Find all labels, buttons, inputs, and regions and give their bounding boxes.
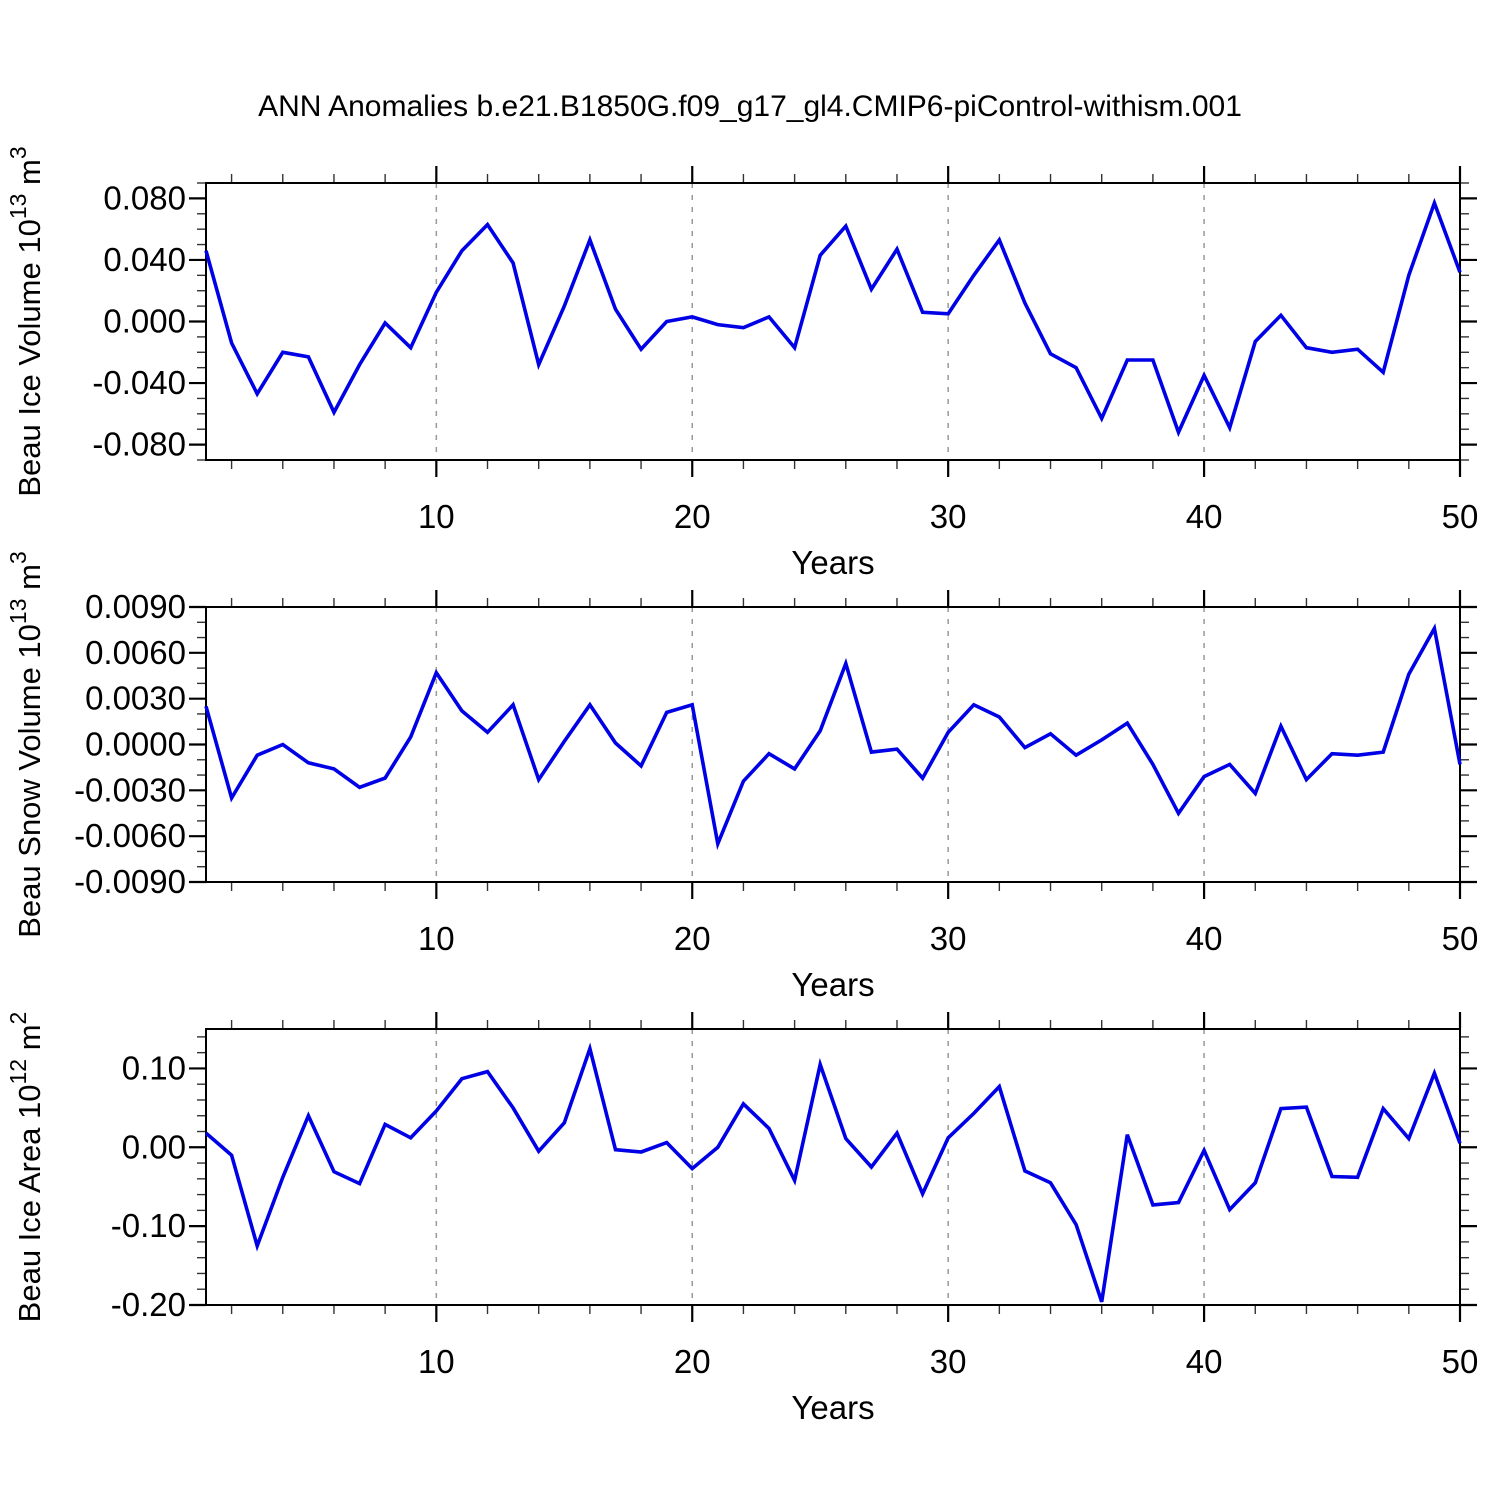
x-tick-label: 40 [1186, 920, 1223, 957]
y-tick-label: -0.0030 [74, 771, 186, 808]
plot-beau-snow-volume: 10 20 30 40 50 0.0090 0.0060 0.0030 0.0000 -0.003… [5, 551, 1478, 1003]
y-axis-title: Beau Ice Area 1012 m2 [5, 1012, 47, 1323]
plot-beau-ice-volume: 10 20 30 40 50 0.080 0.040 0.000 -0.040 -0.080 Yea… [5, 146, 1478, 581]
plot-frame [205, 606, 1461, 883]
x-tick-label: 40 [1186, 1343, 1223, 1380]
y-tick-label: -0.10 [111, 1207, 186, 1244]
x-tick-label: 10 [418, 920, 455, 957]
x-tick-label: 10 [418, 498, 455, 535]
y-tick-label: 0.0060 [85, 634, 186, 671]
y-tick-label: 0.0030 [85, 680, 186, 717]
beau-snow-volume-line [204, 623, 1462, 851]
beau-ice-volume-line [204, 197, 1462, 438]
y-tick-label: 0.000 [103, 303, 186, 340]
x-tick-label: 50 [1442, 1343, 1479, 1380]
plot-frame [205, 182, 1461, 461]
x-tick-label: 30 [930, 920, 967, 957]
x-axis-title: Years [791, 966, 874, 1003]
x-tick-label: 10 [418, 1343, 455, 1380]
x-tick-label: 20 [674, 1343, 711, 1380]
y-tick-label: 0.10 [122, 1049, 186, 1086]
x-tick-label: 20 [674, 920, 711, 957]
y-tick-label: -0.0060 [74, 817, 186, 854]
y-tick-label: 0.00 [122, 1128, 186, 1165]
y-axis-title: Beau Ice Volume 1013 m3 [5, 146, 47, 496]
y-tick-label: 0.0090 [85, 588, 186, 625]
chart-title: ANN Anomalies b.e21.B1850G.f09_g17_gl4.C… [258, 90, 1242, 123]
x-tick-label: 30 [930, 498, 967, 535]
beau-ice-area-line [204, 1042, 1462, 1303]
x-tick-label: 50 [1442, 498, 1479, 535]
y-tick-label: -0.20 [111, 1286, 186, 1323]
y-axis-title: Beau Snow Volume 1013 m3 [5, 551, 47, 938]
y-tick-label: -0.0090 [74, 863, 186, 900]
y-tick-label: 0.0000 [85, 726, 186, 763]
plot-beau-ice-area: 10 20 30 40 50 0.10 0.00 -0.10 -0.20 Years Beau Ic… [5, 1012, 1478, 1426]
x-tick-label: 20 [674, 498, 711, 535]
y-tick-label: -0.040 [92, 364, 186, 401]
x-axis-title: Years [791, 544, 874, 581]
x-tick-label: 40 [1186, 498, 1223, 535]
y-tick-label: -0.080 [92, 426, 186, 463]
x-tick-label: 30 [930, 1343, 967, 1380]
y-tick-label: 0.040 [103, 241, 186, 278]
x-tick-label: 50 [1442, 920, 1479, 957]
y-tick-label: 0.080 [103, 179, 186, 216]
plot-frame [205, 1028, 1461, 1306]
x-axis-title: Years [791, 1389, 874, 1426]
